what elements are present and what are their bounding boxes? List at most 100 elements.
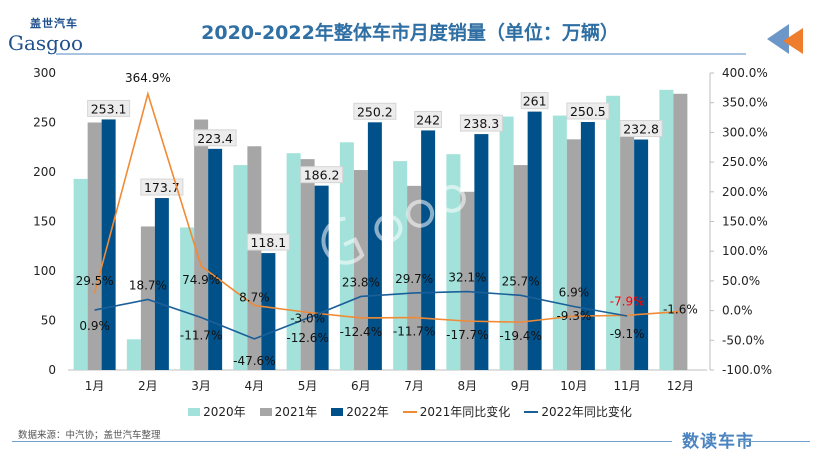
yoy-2022-label: 25.7% [502,274,540,288]
y-left-tick-label: 50 [41,314,56,328]
yoy-2022-label: 0.9% [79,319,110,333]
bar-2022年-6月 [367,122,382,370]
bar-2022年-8月 [474,134,489,370]
bar-2021年-1月 [87,122,102,370]
footer-divider-right [740,441,810,442]
legend-yoy2022: 2022年同比变化 [524,403,632,420]
yoy-2022-label: 6.9% [559,286,590,300]
logo-cn-text: 盖世汽车 [30,17,78,30]
legend-2022: 2022年 [331,403,389,420]
x-tick-label: 9月 [511,379,531,393]
yoy-2022-label: -9.1% [610,327,645,341]
data-label-box [520,92,549,110]
data-label-box [353,102,397,120]
bar-2022年-4月 [261,253,276,370]
x-tick-label: 7月 [404,379,424,393]
data-label-box [87,99,131,117]
x-tick-label: 1月 [85,379,105,393]
yoy-2021-label: -12.4% [340,325,382,339]
bar-2022年-7月 [421,130,436,370]
y-left-tick-label: 250 [33,116,56,130]
brand-label: 数读车市 [682,432,754,452]
data-label-2022: 250.2 [357,104,393,119]
bar-2020年-11月 [606,95,621,371]
page-title: 2020-2022年整体车市月度销量（单位：万辆） [201,22,619,44]
y-left-tick-label: 0 [48,363,56,377]
legend-2022-label: 2022年 [346,405,389,419]
bar-2020年-3月 [180,227,195,370]
data-source: 数据来源：中汽协；盖世汽车整理 [18,430,161,441]
bar-2022年-9月 [527,111,542,371]
data-label-2022: 253.1 [91,101,127,116]
data-label-2022: 173.7 [144,180,180,195]
bar-2020年-9月 [499,116,514,370]
bar-2021年-12月 [673,93,688,370]
x-tick-label: 4月 [245,379,265,393]
data-label-box [246,233,290,251]
legend-yoy2022-label: 2022年同比变化 [541,405,632,419]
y-left-tick-label: 200 [33,165,56,179]
bar-2022年-10月 [580,122,595,370]
yoy-2022-label: 29.7% [395,272,433,286]
line-2021年同比变化 [93,90,681,323]
x-tick-label: 3月 [191,379,211,393]
bar-2020年-7月 [393,161,408,370]
bar-2020年-12月 [659,89,674,370]
yoy-2021-label: -7.9% [610,294,645,308]
yoy-2022-label: 32.1% [448,271,486,285]
yoy-2022-label: -47.6% [233,354,275,368]
legend: 2020年 2021年 2022年 2021年同比变化 2022年同比变化 [0,403,820,420]
yoy-2022-label: -11.7% [180,329,222,343]
bar-2021年-2月 [140,226,155,370]
yoy-2021-label: -9.3% [556,309,591,323]
bar-2021年-4月 [247,146,262,370]
bar-2021年-7月 [407,185,422,370]
bar-2022年-3月 [208,148,223,370]
y-left-tick-label: 150 [33,215,56,229]
bar-2021年-8月 [460,191,475,370]
data-label-2022: 223.4 [197,131,233,146]
x-tick-label: 5月 [298,379,318,393]
y-right-tick-label: -100.0% [722,363,772,377]
data-label-box [459,114,503,132]
y-left-tick-label: 300 [33,66,56,80]
data-label-box [300,166,344,184]
yoy-2021-label: -3.0% [290,311,325,325]
y-left-tick-label: 100 [33,264,56,278]
data-label-2022: 186.2 [304,168,340,183]
y-right-tick-label: 150.0% [722,215,768,229]
x-tick-label: 10月 [560,379,587,393]
y-right-tick-label: 400.0% [722,66,768,80]
y-right-tick-label: 0.0% [722,304,753,318]
line-2022年同比变化 [94,290,628,340]
yoy-2022-label: 23.8% [342,275,380,289]
data-label-2022: 238.3 [463,116,499,131]
yoy-2022-label: 18.7% [129,278,167,292]
gasgoo-logo: 盖世汽车 Gasgoo [6,18,96,58]
data-label-2022: 232.8 [623,122,659,137]
bar-2022年-11月 [634,139,649,370]
footer-divider [12,441,672,442]
bar-2020年-4月 [233,165,248,370]
bar-2021年-3月 [194,119,209,370]
y-right-tick-label: 100.0% [722,244,768,258]
data-label-box [140,178,184,196]
y-right-tick-label: 200.0% [722,185,768,199]
y-right-tick-label: 50.0% [722,274,760,288]
yoy-2021-label: 364.9% [125,71,171,85]
legend-2021-label: 2021年 [274,405,318,419]
legend-2020-label: 2020年 [203,405,246,419]
bar-2020年-1月 [73,178,88,370]
data-label-box [414,110,443,128]
yoy-2021-label: 74.9% [182,273,220,287]
data-label-2022: 118.1 [250,235,286,250]
yoy-2021-label: -17.7% [446,328,488,342]
data-label-box [193,129,237,147]
logo-en-text: Gasgoo [8,31,84,55]
data-label-2022: 250.5 [570,104,606,119]
x-tick-label: 8月 [458,379,478,393]
data-label-box [619,120,663,138]
data-label-2022: 261 [523,94,547,109]
yoy-2021-label: 8.7% [239,290,270,304]
